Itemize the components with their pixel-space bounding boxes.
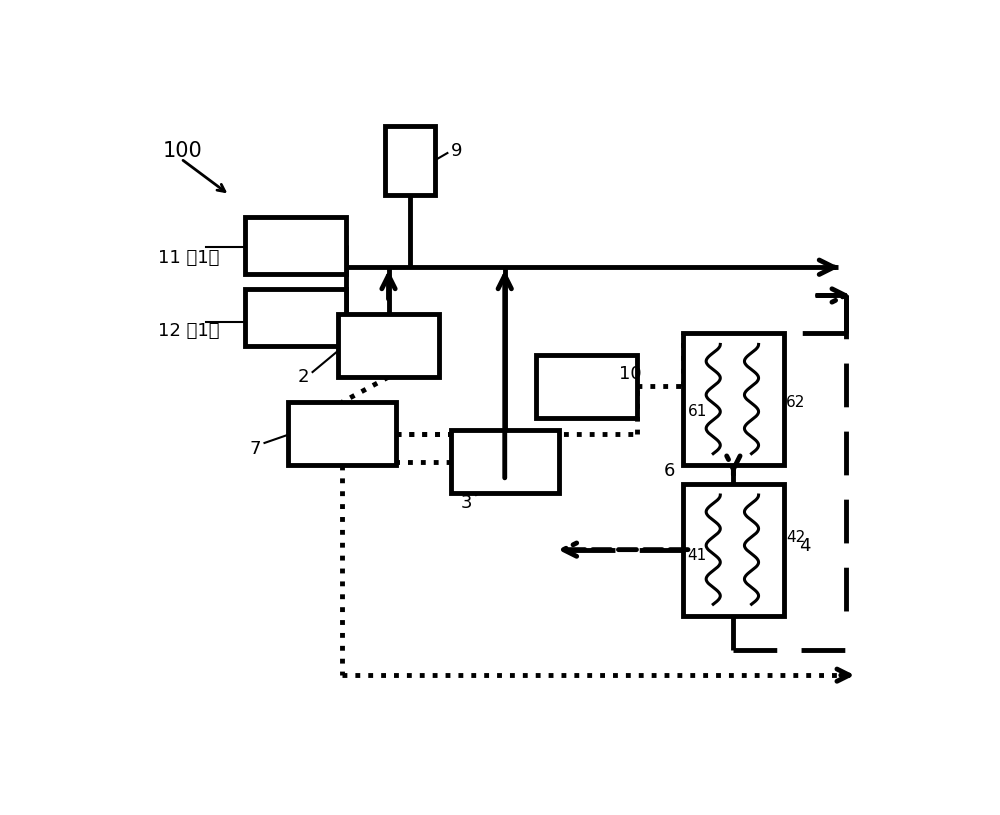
Text: 41: 41 [688,548,707,563]
Text: 2: 2 [298,368,309,386]
Bar [683,333,784,465]
Text: 10: 10 [619,365,642,383]
Bar [536,355,637,418]
Bar [245,289,346,346]
Bar [245,217,346,274]
Text: 12 （1）: 12 （1） [158,322,219,340]
Bar [338,315,439,377]
Text: 61: 61 [688,404,707,419]
Bar [385,126,435,195]
Text: 62: 62 [786,394,805,410]
Text: 7: 7 [249,440,261,458]
Text: 100: 100 [162,141,202,161]
Text: 11 （1）: 11 （1） [158,249,219,267]
Text: 42: 42 [786,530,805,544]
Text: 6: 6 [664,462,675,480]
Text: 9: 9 [450,142,462,160]
Bar [288,402,396,465]
Bar [683,484,784,615]
Text: 3: 3 [461,494,472,512]
Text: 4: 4 [799,538,811,556]
Bar [450,430,559,493]
